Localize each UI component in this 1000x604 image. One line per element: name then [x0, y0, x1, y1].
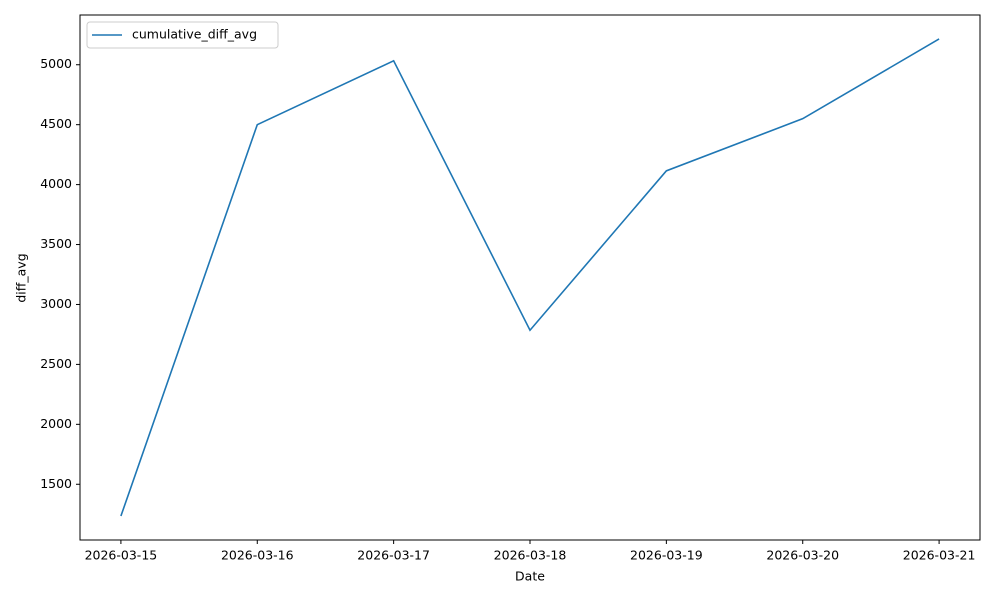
x-tick-label: 2026-03-15	[85, 548, 158, 563]
x-tick-label: 2026-03-16	[221, 548, 294, 563]
x-axis-label: Date	[515, 569, 545, 584]
x-tick-label: 2026-03-20	[766, 548, 839, 563]
y-tick-label: 3000	[40, 296, 72, 311]
y-tick-label: 4500	[40, 116, 72, 131]
y-tick-label: 2500	[40, 356, 72, 371]
y-tick-label: 2000	[40, 416, 72, 431]
x-tick-label: 2026-03-18	[494, 548, 567, 563]
legend-label: cumulative_diff_avg	[132, 27, 257, 42]
line-series	[120, 38, 940, 517]
y-tick-label: 3500	[40, 236, 72, 251]
x-tick-label: 2026-03-21	[903, 548, 976, 563]
y-axis-label: diff_avg	[14, 253, 29, 302]
y-tick-label: 4000	[40, 176, 72, 191]
y-tick-label: 5000	[40, 56, 72, 71]
x-tick-label: 2026-03-19	[630, 548, 703, 563]
x-tick-label: 2026-03-17	[357, 548, 430, 563]
legend-box	[86, 21, 279, 49]
y-tick-label: 1500	[40, 476, 72, 491]
